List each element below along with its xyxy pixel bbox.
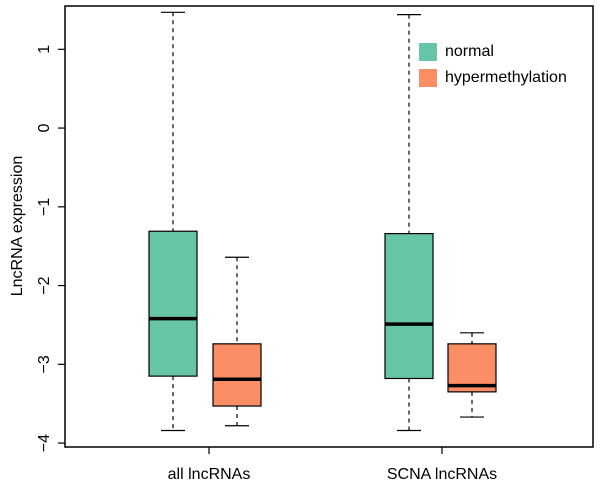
box-normal-1 (148, 11, 198, 432)
legend-label: hypermethylation (445, 69, 567, 86)
box-hypermethylation-1 (212, 256, 262, 427)
y-axis: 1 0 −1 −2 −3 −4 (36, 45, 65, 452)
legend-label: normal (445, 43, 494, 60)
y-tick-label: −4 (36, 434, 53, 452)
y-tick-label: 0 (36, 124, 53, 133)
boxes (148, 11, 497, 432)
plot-frame (64, 5, 594, 448)
y-tick-label: −1 (36, 198, 53, 216)
x-axis: all lncRNAs SCNA lncRNAs (168, 447, 497, 483)
x-tick-label: all lncRNAs (168, 466, 251, 483)
y-tick-label: −2 (36, 276, 53, 294)
box-hypermethylation-2 (447, 332, 497, 418)
y-tick-label: 1 (36, 45, 53, 54)
legend: normal hypermethylation (419, 43, 567, 87)
y-axis-label: LncRNA expression (9, 156, 26, 297)
y-tick-label: −3 (36, 355, 53, 373)
iqr-box (148, 230, 198, 377)
legend-swatch (419, 69, 437, 87)
iqr-box (384, 232, 434, 380)
iqr-box (212, 343, 262, 407)
x-tick-label: SCNA lncRNAs (387, 466, 497, 483)
legend-swatch (419, 43, 437, 61)
box-normal-2 (384, 14, 434, 432)
